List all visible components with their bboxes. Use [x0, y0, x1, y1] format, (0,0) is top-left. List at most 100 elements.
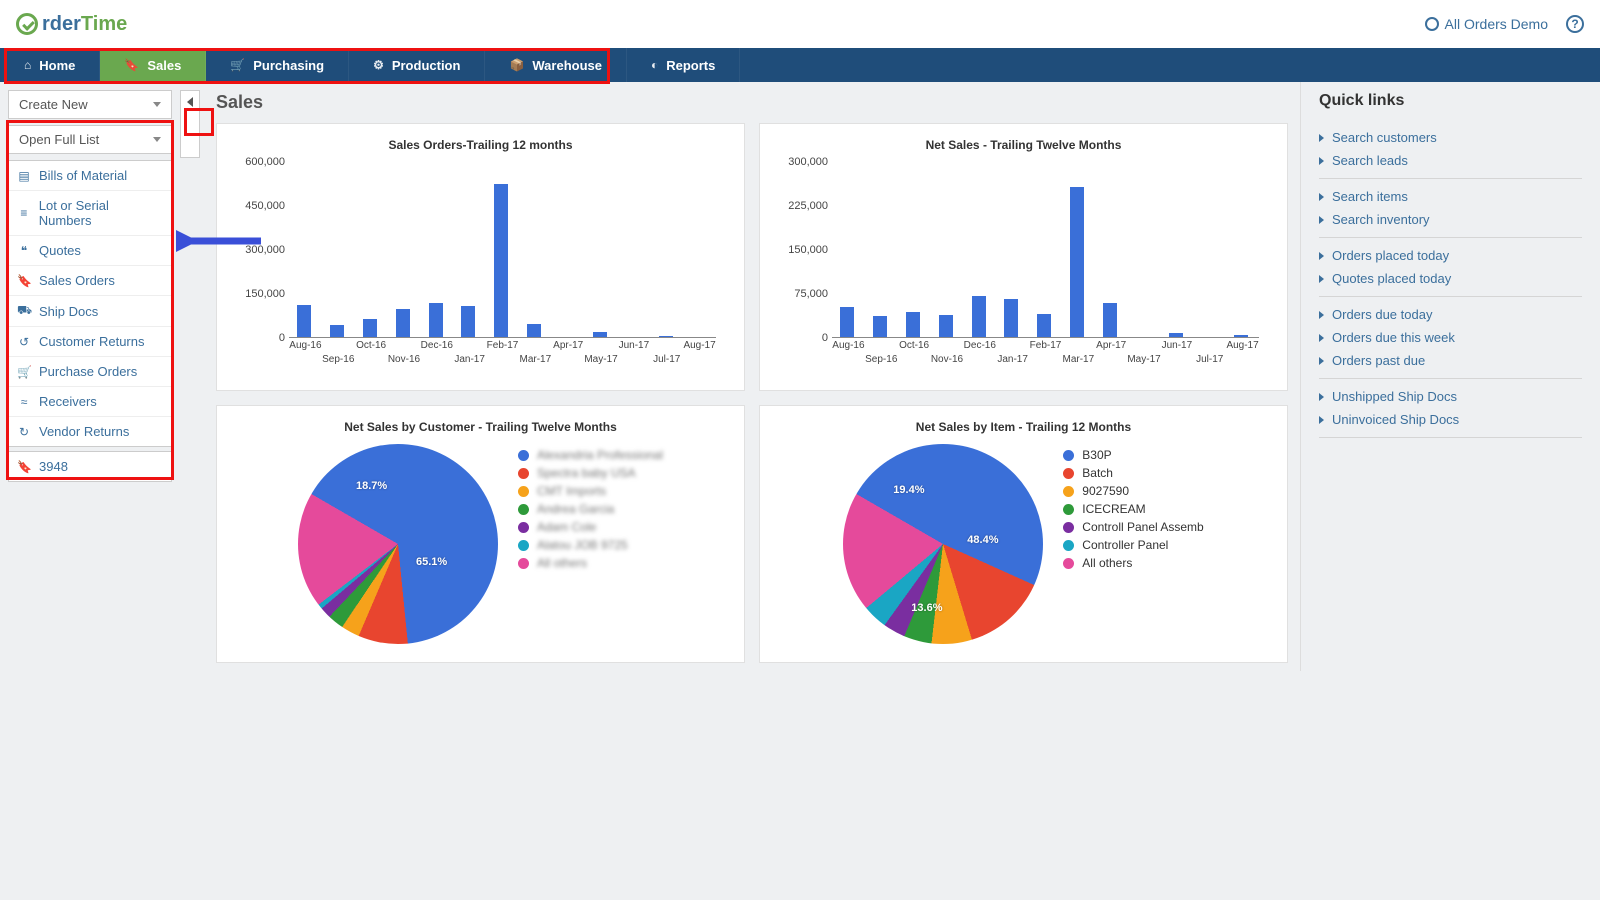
quick-link-search-customers[interactable]: Search customers	[1319, 126, 1582, 149]
pie-chart-2: 48.4%13.6%19.4%	[843, 444, 1043, 644]
tag-icon: 🔖	[124, 58, 139, 72]
sidebar-item-sales-orders[interactable]: 🔖Sales Orders	[9, 266, 171, 296]
x-axis-label: May-17	[584, 354, 617, 365]
sidebar-item-receivers[interactable]: ≈Receivers	[9, 387, 171, 417]
chart-card-pie-item: Net Sales by Item - Trailing 12 Months 4…	[759, 405, 1288, 663]
sidebar-label: Quotes	[39, 243, 81, 258]
nav-home[interactable]: ⌂Home	[0, 48, 100, 82]
quick-link-uninvoiced-ship-docs[interactable]: Uninvoiced Ship Docs	[1319, 408, 1582, 431]
chevron-right-icon	[1319, 193, 1324, 201]
legend-swatch	[518, 504, 529, 515]
nav-label: Purchasing	[253, 58, 324, 73]
legend-swatch	[518, 522, 529, 533]
quick-link-search-items[interactable]: Search items	[1319, 185, 1582, 208]
cart-icon: 🛒	[17, 365, 31, 379]
chart-title: Sales Orders-Trailing 12 months	[235, 138, 726, 152]
quick-link-search-leads[interactable]: Search leads	[1319, 149, 1582, 172]
left-column: Create New Open Full List ▤Bills of Mate…	[0, 82, 180, 671]
quick-link-label: Search items	[1332, 189, 1408, 204]
nav-warehouse[interactable]: 📦Warehouse	[485, 48, 627, 82]
wifi-icon: ≈	[17, 395, 31, 409]
logo-text-1: rder	[42, 13, 81, 36]
chevron-right-icon	[1319, 334, 1324, 342]
tag-icon: 🔖	[17, 460, 31, 474]
sidebar-item-lot-or-serial-numbers[interactable]: ≡Lot or Serial Numbers	[9, 191, 171, 236]
legend-item: Spectra baby USA	[518, 466, 663, 480]
quick-link-quotes-placed-today[interactable]: Quotes placed today	[1319, 267, 1582, 290]
legend-swatch	[1063, 558, 1074, 569]
quick-link-group: Search customersSearch leads	[1319, 120, 1582, 179]
y-axis-label: 0	[235, 332, 285, 344]
sidebar-item-3948[interactable]: 🔖 3948	[9, 452, 171, 481]
nav-reports[interactable]: ◐Reports	[627, 48, 740, 82]
pie-slice-label: 18.7%	[356, 480, 387, 492]
help-icon[interactable]: ?	[1566, 15, 1584, 33]
legend-swatch	[1063, 468, 1074, 479]
collapse-sidebar-button[interactable]	[180, 90, 200, 158]
legend-swatch	[1063, 486, 1074, 497]
nav-sales[interactable]: 🔖Sales	[100, 48, 206, 82]
sidebar-label: Lot or Serial Numbers	[39, 198, 163, 228]
legend-label: Alexandria Professional	[537, 448, 663, 462]
x-axis-label: Jun-17	[619, 340, 650, 351]
nav-purchasing[interactable]: 🛒Purchasing	[206, 48, 349, 82]
y-axis-label: 225,000	[778, 200, 828, 212]
caret-down-icon	[153, 137, 161, 142]
chevron-right-icon	[1319, 393, 1324, 401]
nav-label: Warehouse	[532, 58, 602, 73]
legend-item: All others	[518, 556, 663, 570]
legend-item: ICECREAM	[1063, 502, 1203, 516]
sidebar-item-bills-of-material[interactable]: ▤Bills of Material	[9, 161, 171, 191]
chevron-right-icon	[1319, 252, 1324, 260]
create-new-dropdown[interactable]: Create New	[8, 90, 172, 119]
sidebar-item-vendor-returns[interactable]: ↻Vendor Returns	[9, 417, 171, 446]
bar	[659, 336, 673, 337]
logo-text-2: Time	[81, 13, 127, 36]
sidebar-label: Customer Returns	[39, 334, 144, 349]
legend-item: Alexandria Professional	[518, 448, 663, 462]
legend-swatch	[1063, 540, 1074, 551]
sidebar-item-purchase-orders[interactable]: 🛒Purchase Orders	[9, 357, 171, 387]
x-axis-label: Oct-16	[356, 340, 386, 351]
chart-card-pie-customer: Net Sales by Customer - Trailing Twelve …	[216, 405, 745, 663]
pie-legend-1: Alexandria ProfessionalSpectra baby USAC…	[518, 444, 663, 574]
x-axis-label: Nov-16	[931, 354, 963, 365]
quick-link-label: Uninvoiced Ship Docs	[1332, 412, 1459, 427]
sidebar-footer-label: 3948	[39, 459, 68, 474]
redo-icon: ↻	[17, 425, 31, 439]
sidebar-item-customer-returns[interactable]: ↺Customer Returns	[9, 327, 171, 357]
bar-chart-1: 0150,000300,000450,000600,000Aug-16Sep-1…	[289, 162, 716, 372]
open-full-label: Open Full List	[19, 132, 99, 147]
quick-link-unshipped-ship-docs[interactable]: Unshipped Ship Docs	[1319, 385, 1582, 408]
bar	[1234, 335, 1248, 337]
sidebar-list: ▤Bills of Material≡Lot or Serial Numbers…	[8, 160, 172, 447]
quick-link-orders-due-this-week[interactable]: Orders due this week	[1319, 326, 1582, 349]
sidebar-footer: 🔖 3948	[8, 451, 172, 482]
nav-production[interactable]: ⚙Production	[349, 48, 485, 82]
bar	[1103, 303, 1117, 337]
quick-link-orders-past-due[interactable]: Orders past due	[1319, 349, 1582, 372]
x-axis-label: Aug-16	[289, 340, 321, 351]
quick-link-search-inventory[interactable]: Search inventory	[1319, 208, 1582, 231]
bar	[1169, 333, 1183, 337]
legend-swatch	[1063, 504, 1074, 515]
settings-link[interactable]: All Orders Demo	[1425, 16, 1548, 32]
legend-label: All others	[1082, 556, 1132, 570]
sidebar-item-quotes[interactable]: ❝Quotes	[9, 236, 171, 266]
legend-label: Alatou JOB 9725	[537, 538, 628, 552]
sidebar-label: Sales Orders	[39, 273, 115, 288]
open-full-list-dropdown[interactable]: Open Full List	[8, 125, 172, 154]
bar	[840, 307, 854, 338]
quick-link-orders-placed-today[interactable]: Orders placed today	[1319, 244, 1582, 267]
quick-link-orders-due-today[interactable]: Orders due today	[1319, 303, 1582, 326]
bar	[1037, 314, 1051, 337]
sidebar-item-ship-docs[interactable]: ⛟Ship Docs	[9, 296, 171, 327]
check-icon	[16, 13, 38, 35]
bar	[527, 324, 541, 337]
cog-icon: ⚙	[373, 58, 384, 72]
quick-link-label: Orders due today	[1332, 307, 1432, 322]
x-axis-label: Mar-17	[1063, 354, 1095, 365]
pie-slice-label: 13.6%	[911, 602, 942, 614]
x-axis-label: Sep-16	[322, 354, 354, 365]
legend-label: All others	[537, 556, 587, 570]
